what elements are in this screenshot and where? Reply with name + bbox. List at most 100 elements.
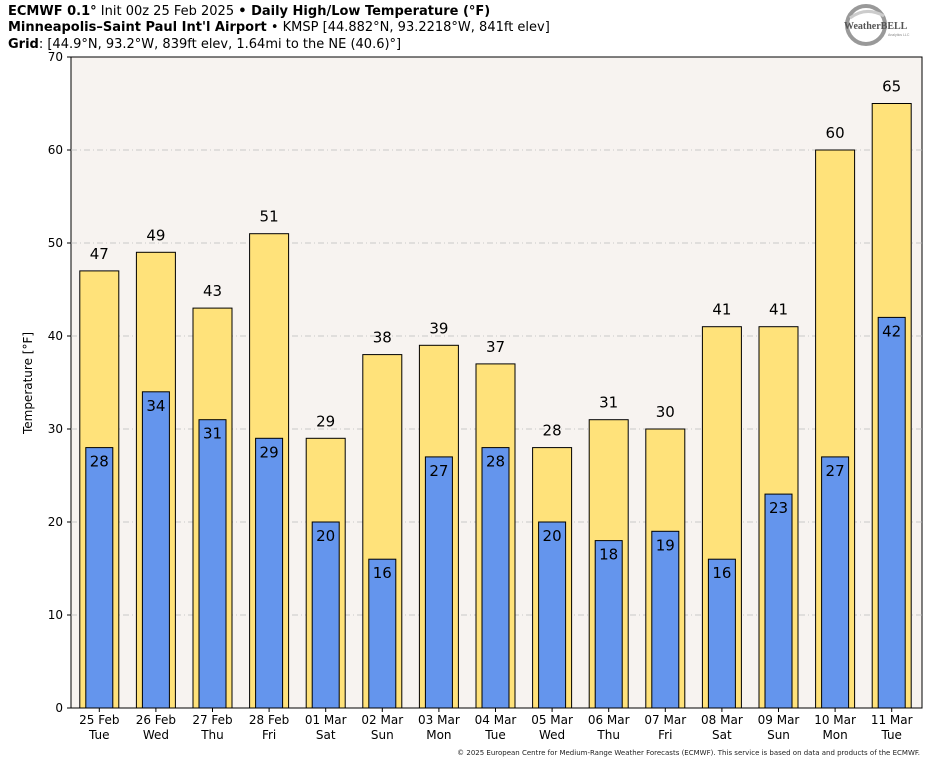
y-tick-label: 40 [48,329,63,343]
x-tick-weekday: Fri [262,728,276,742]
chart-title-line: ECMWF 0.1° Init 00z 25 Feb 2025 • Daily … [8,3,490,20]
low-bar [877,316,906,709]
x-tick-date: 05 Mar [531,713,573,727]
bar-labels: 47 28 49 34 43 31 51 29 29 20 38 16 39 27 37 28 28 20 31 18… [90,78,901,583]
grid-label: Grid [8,37,39,52]
station-name: Minneapolis–Saint Paul Int'l Airport [8,20,267,35]
low-bar [764,493,793,709]
weatherbell-logo: WeatherBELL Analytics LLC [844,4,910,46]
high-value-label: 51 [260,208,279,226]
x-tick-weekday: Tue [484,728,506,742]
x-tick-weekday: Tue [88,728,110,742]
x-tick-date: 01 Mar [305,713,347,727]
low-value-label: 31 [203,425,222,443]
y-tick-label: 30 [48,422,63,436]
x-tick-weekday: Sun [371,728,394,742]
x-tick-weekday: Sat [316,728,336,742]
low-value-label: 27 [429,462,448,480]
high-value-label: 65 [882,78,901,96]
low-value-label: 23 [769,499,788,517]
high-value-label: 43 [203,282,222,300]
high-value-label: 28 [543,422,562,440]
y-axis-label: Temperature [°F] [21,332,35,435]
x-tick-date: 06 Mar [588,713,630,727]
x-tick-weekday: Fri [658,728,672,742]
low-bar [424,456,453,709]
low-value-label: 20 [316,527,335,545]
logo-sub: Analytics LLC [888,33,910,37]
copyright-notice: © 2025 European Centre for Medium-Range … [457,749,920,757]
model-name: ECMWF 0.1° [8,4,97,19]
x-tick-date: 04 Mar [475,713,517,727]
y-tick-label: 50 [48,236,63,250]
x-tick-date: 07 Mar [644,713,686,727]
x-tick-weekday: Tue [880,728,902,742]
high-value-label: 38 [373,329,392,347]
high-value-label: 39 [429,319,448,337]
x-tick-date: 26 Feb [136,713,176,727]
x-tick-weekday: Thu [596,728,620,742]
logo-text: WeatherBELL [844,21,908,32]
bars [79,103,912,709]
low-bar [651,530,680,709]
x-tick-weekday: Mon [822,728,847,742]
low-value-label: 16 [712,564,731,582]
low-value-label: 16 [373,564,392,582]
high-value-label: 29 [316,412,335,430]
x-tick-date: 27 Feb [192,713,232,727]
title-bullet: • [238,4,247,19]
x-tick-date: 03 Mar [418,713,460,727]
y-tick-label: 0 [55,701,63,715]
low-bar [141,391,170,709]
y-tick-label: 20 [48,515,63,529]
x-tick-date: 25 Feb [79,713,119,727]
y-tick-label: 60 [48,143,63,157]
low-bar [311,521,340,709]
grid-line: Grid: [44.9°N, 93.2°W, 839ft elev, 1.64m… [8,36,401,53]
station-bullet: • [266,20,283,35]
x-tick-weekday: Sun [767,728,790,742]
low-value-label: 42 [882,322,901,340]
high-value-label: 37 [486,338,505,356]
low-value-label: 28 [90,453,109,471]
station-line: Minneapolis–Saint Paul Int'l Airport • K… [8,19,550,36]
low-bar [821,456,850,709]
low-bar [594,540,623,709]
low-bar [538,521,567,709]
low-value-label: 28 [486,453,505,471]
x-tick-date: 10 Mar [814,713,856,727]
low-bar [85,447,114,709]
low-bar [255,437,284,709]
y-tick-label: 10 [48,608,63,622]
low-value-label: 20 [543,527,562,545]
x-tick-date: 28 Feb [249,713,289,727]
high-value-label: 47 [90,245,109,263]
low-value-label: 27 [826,462,845,480]
y-tick-label: 70 [48,50,63,64]
init-time: Init 00z 25 Feb 2025 [96,4,239,19]
high-value-label: 41 [712,301,731,319]
low-bar [198,419,227,709]
low-value-label: 34 [146,397,165,415]
high-value-label: 31 [599,394,618,412]
x-tick-weekday: Thu [200,728,224,742]
low-value-label: 19 [656,536,675,554]
x-tick-date: 09 Mar [758,713,800,727]
high-value-label: 49 [146,226,165,244]
high-value-label: 41 [769,301,788,319]
x-tick-weekday: Mon [426,728,451,742]
station-info: KMSP [44.882°N, 93.2218°W, 841ft elev] [282,20,550,35]
product-title: Daily High/Low Temperature (°F) [246,4,491,19]
x-tick-date: 11 Mar [871,713,913,727]
low-value-label: 29 [260,443,279,461]
high-value-label: 30 [656,403,675,421]
x-tick-date: 08 Mar [701,713,743,727]
x-tick-weekday: Wed [143,728,169,742]
x-tick-weekday: Wed [539,728,565,742]
high-value-label: 60 [826,124,845,142]
low-bar [368,558,397,709]
low-bar [481,447,510,709]
low-value-label: 18 [599,546,618,564]
